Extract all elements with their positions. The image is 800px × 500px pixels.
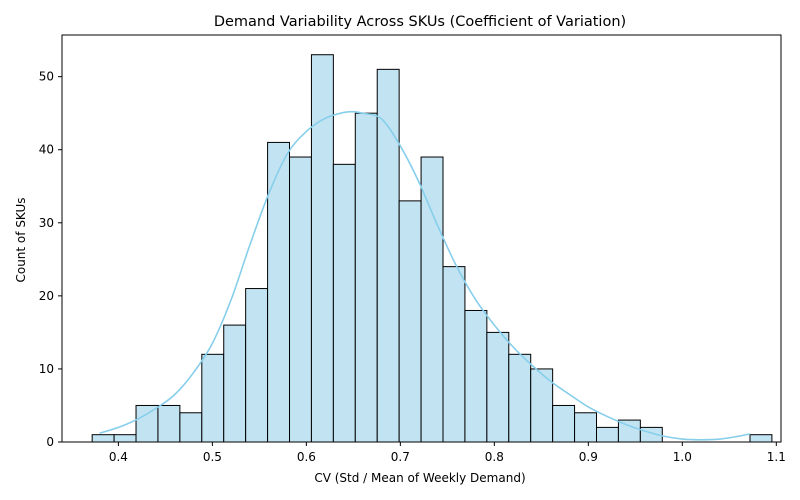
y-tick-label: 10 (39, 362, 54, 376)
histogram-bar (595, 426, 619, 443)
x-tick-label: 0.9 (579, 450, 598, 464)
x-axis-ticks: 0.4 0.5 0.6 0.7 0.8 0.9 1.0 1.1 (109, 442, 786, 464)
histogram-bar (376, 68, 400, 443)
histogram-bar (179, 412, 203, 443)
y-axis-label: Count of SKUs (14, 197, 28, 282)
x-tick-label: 0.8 (485, 450, 504, 464)
histogram-bar (332, 163, 356, 443)
chart-title: Demand Variability Across SKUs (Coeffici… (214, 14, 626, 30)
histogram-bar (420, 156, 444, 443)
histogram-bar (574, 412, 597, 443)
histogram-bars (91, 54, 773, 443)
histogram-bar (223, 324, 247, 443)
kde-curve (99, 110, 751, 441)
y-tick-label: 20 (39, 289, 54, 303)
x-tick-label: 1.1 (767, 450, 786, 464)
histogram-bar (91, 434, 115, 443)
histogram-bar (113, 434, 137, 443)
histogram-bar (464, 309, 488, 443)
y-axis-ticks: 0 10 20 30 40 50 (39, 70, 62, 449)
x-tick-label: 0.6 (297, 450, 316, 464)
y-tick-label: 50 (39, 70, 54, 84)
y-tick-label: 0 (46, 435, 54, 449)
plot-frame (61, 34, 782, 443)
histogram-bar (398, 200, 422, 443)
histogram-bar (245, 288, 269, 443)
histogram-bar (486, 331, 510, 443)
histogram-bar (442, 266, 466, 443)
histogram-bar (135, 404, 159, 443)
y-tick-label: 40 (39, 143, 54, 157)
histogram-bar (354, 112, 378, 443)
x-tick-label: 0.7 (391, 450, 410, 464)
histogram-bar (310, 54, 334, 443)
histogram-bar (552, 404, 576, 443)
x-tick-label: 0.5 (203, 450, 222, 464)
x-tick-label: 0.4 (109, 450, 128, 464)
y-tick-label: 30 (39, 216, 54, 230)
histogram-bar (508, 353, 532, 443)
histogram-bar (749, 434, 773, 443)
histogram-bar (157, 404, 181, 443)
x-tick-label: 1.0 (673, 450, 692, 464)
histogram-bar (289, 156, 312, 443)
x-axis-label: CV (Std / Mean of Weekly Demand) (314, 471, 525, 485)
histogram-bar (201, 353, 225, 443)
